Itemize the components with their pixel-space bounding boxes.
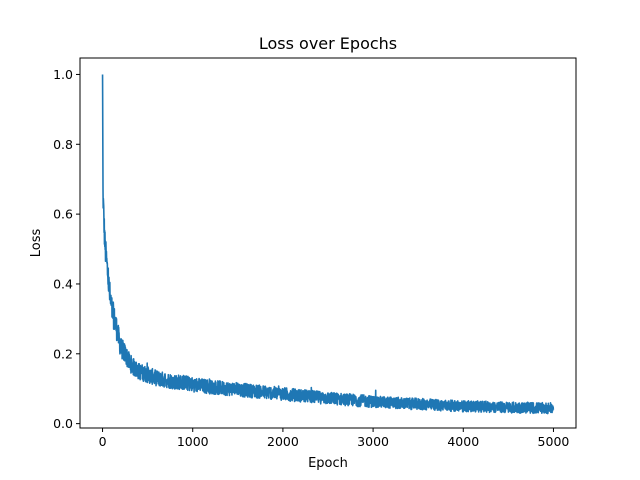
y-tick-label: 0.0 xyxy=(53,416,73,431)
y-tick-label: 0.8 xyxy=(53,137,73,152)
x-tick-label: 2000 xyxy=(267,434,299,449)
y-tick-label: 0.4 xyxy=(53,276,73,291)
x-tick-label: 5000 xyxy=(538,434,570,449)
y-tick-label: 0.2 xyxy=(53,346,73,361)
x-axis-label: Epoch xyxy=(308,456,348,471)
y-axis: 0.0 0.2 0.4 0.6 0.8 1.0 xyxy=(53,67,80,431)
loss-series-line xyxy=(101,74,555,415)
x-axis: 0 1000 2000 3000 4000 5000 xyxy=(99,428,570,449)
plot-frame xyxy=(79,57,577,429)
plot-area xyxy=(101,74,555,415)
x-tick-label: 1000 xyxy=(177,434,209,449)
y-axis-label: Loss xyxy=(29,229,44,258)
x-tick-label: 0 xyxy=(99,434,107,449)
x-tick-label: 4000 xyxy=(447,434,479,449)
chart-title: Loss over Epochs xyxy=(259,34,397,53)
y-tick-label: 1.0 xyxy=(53,67,73,82)
x-tick-label: 3000 xyxy=(357,434,389,449)
y-tick-label: 0.6 xyxy=(53,207,73,222)
